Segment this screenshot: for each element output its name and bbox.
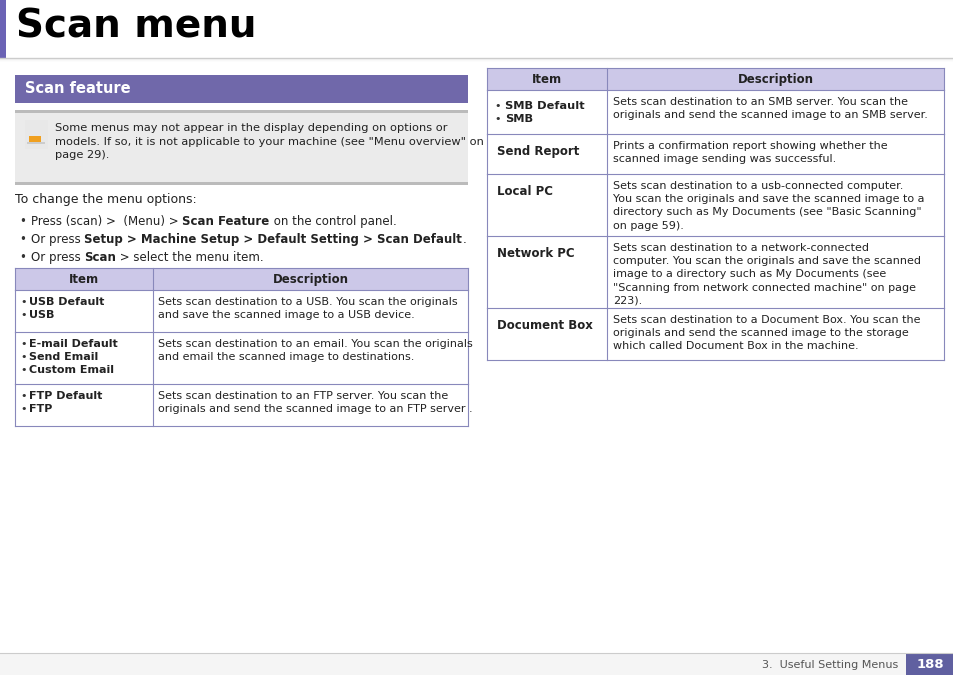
Bar [486, 308, 943, 360]
Text: FTP: FTP [29, 404, 52, 414]
Text: To change the menu options:: To change the menu options: [15, 193, 196, 206]
Text: •: • [20, 339, 27, 349]
Text: •: • [20, 365, 27, 375]
Text: Press (scan) >  (Menu) >: Press (scan) > (Menu) > [30, 215, 182, 228]
Text: Sets scan destination to a Document Box. You scan the
originals and send the sca: Sets scan destination to a Document Box.… [613, 315, 920, 352]
Bar [15, 113, 468, 182]
Text: E-mail Default: E-mail Default [29, 339, 117, 349]
Bar [0, 0, 6, 58]
Bar [486, 90, 943, 134]
Bar [15, 182, 468, 185]
Bar [486, 134, 943, 174]
Bar [25, 120, 47, 148]
Text: Sets scan destination to a network-connected
computer. You scan the originals an: Sets scan destination to a network-conne… [613, 243, 920, 306]
Text: on the control panel.: on the control panel. [270, 215, 395, 228]
Text: > select the menu item.: > select the menu item. [116, 251, 264, 264]
Text: Description: Description [273, 273, 348, 286]
Text: Description: Description [737, 73, 813, 86]
Text: Sets scan destination to a USB. You scan the originals
and save the scanned imag: Sets scan destination to a USB. You scan… [158, 297, 457, 320]
Text: Sets scan destination to an SMB server. You scan the
originals and send the scan: Sets scan destination to an SMB server. … [613, 97, 927, 120]
Text: Scan: Scan [85, 251, 116, 264]
Text: •: • [20, 310, 27, 320]
Text: FTP Default: FTP Default [29, 391, 102, 401]
Text: Network PC: Network PC [497, 247, 574, 260]
Text: Setup > Machine Setup > Default Setting > Scan Default: Setup > Machine Setup > Default Setting … [85, 233, 462, 246]
Text: •: • [20, 391, 27, 401]
Text: Or press: Or press [30, 233, 85, 246]
Bar [15, 268, 468, 290]
Bar [15, 110, 468, 113]
Text: Some menus may not appear in the display depending on options or
models. If so, : Some menus may not appear in the display… [55, 123, 483, 160]
Text: 188: 188 [915, 659, 943, 672]
Text: Prints a confirmation report showing whether the
scanned image sending was succe: Prints a confirmation report showing whe… [613, 141, 886, 164]
Text: SMB: SMB [504, 114, 533, 124]
Bar [0, 60, 953, 62]
Bar [905, 653, 953, 675]
Bar [27, 142, 45, 144]
Text: •: • [19, 251, 26, 264]
Bar [486, 174, 943, 236]
Text: Sets scan destination to a usb-connected computer.
You scan the originals and sa: Sets scan destination to a usb-connected… [613, 181, 923, 231]
Text: Item: Item [532, 73, 561, 86]
Text: Item: Item [69, 273, 99, 286]
Text: •: • [20, 404, 27, 414]
Bar [486, 236, 943, 308]
Text: Scan Feature: Scan Feature [182, 215, 270, 228]
Bar [0, 0, 953, 58]
Bar [29, 136, 41, 142]
Text: Sets scan destination to an email. You scan the originals
and email the scanned : Sets scan destination to an email. You s… [158, 339, 473, 362]
Text: Send Report: Send Report [497, 145, 578, 158]
Text: •: • [20, 297, 27, 307]
Text: Scan menu: Scan menu [16, 8, 256, 46]
Text: •: • [19, 215, 26, 228]
Text: Local PC: Local PC [497, 185, 553, 198]
Text: Sets scan destination to an FTP server. You scan the
originals and send the scan: Sets scan destination to an FTP server. … [158, 391, 472, 414]
Bar [0, 58, 953, 60]
Text: •: • [494, 101, 500, 111]
Bar [0, 59, 953, 61]
Text: Custom Email: Custom Email [29, 365, 113, 375]
Text: Or press: Or press [30, 251, 85, 264]
Text: SMB Default: SMB Default [504, 101, 584, 111]
Text: .: . [462, 233, 466, 246]
Text: USB Default: USB Default [29, 297, 104, 307]
Bar [15, 290, 468, 332]
Text: •: • [20, 352, 27, 362]
Text: USB: USB [29, 310, 54, 320]
Text: •: • [19, 233, 26, 246]
Bar [486, 68, 943, 90]
Text: Scan feature: Scan feature [25, 81, 131, 96]
Text: Send Email: Send Email [29, 352, 98, 362]
Bar [15, 384, 468, 426]
Text: •: • [494, 114, 500, 124]
Text: 3.  Useful Setting Menus: 3. Useful Setting Menus [760, 660, 897, 670]
Text: Document Box: Document Box [497, 319, 592, 332]
Bar [0, 653, 953, 675]
Bar [15, 75, 468, 103]
Bar [15, 332, 468, 384]
